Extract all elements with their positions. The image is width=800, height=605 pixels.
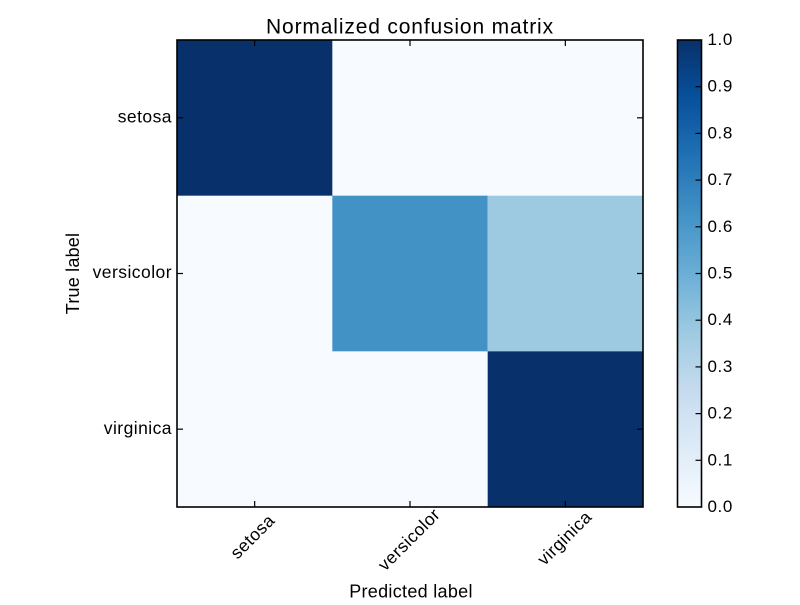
- svg-text:Predicted label: Predicted label: [349, 582, 473, 601]
- svg-text:0.3: 0.3: [708, 357, 733, 376]
- svg-text:Normalized confusion matrix: Normalized confusion matrix: [266, 16, 554, 39]
- svg-text:0.4: 0.4: [708, 310, 733, 329]
- svg-text:setosa: setosa: [118, 106, 172, 126]
- svg-text:virginica: virginica: [104, 418, 172, 438]
- svg-text:0.7: 0.7: [708, 170, 733, 189]
- svg-text:0.2: 0.2: [708, 404, 733, 423]
- svg-text:0.6: 0.6: [708, 217, 733, 236]
- svg-text:0.5: 0.5: [708, 264, 733, 283]
- svg-text:0.9: 0.9: [708, 77, 733, 96]
- svg-text:0.8: 0.8: [708, 123, 733, 142]
- svg-text:versicolor: versicolor: [93, 262, 172, 282]
- svg-text:0.1: 0.1: [708, 450, 733, 469]
- svg-text:0.0: 0.0: [708, 497, 733, 516]
- svg-text:True label: True label: [63, 233, 83, 314]
- svg-text:1.0: 1.0: [708, 30, 733, 49]
